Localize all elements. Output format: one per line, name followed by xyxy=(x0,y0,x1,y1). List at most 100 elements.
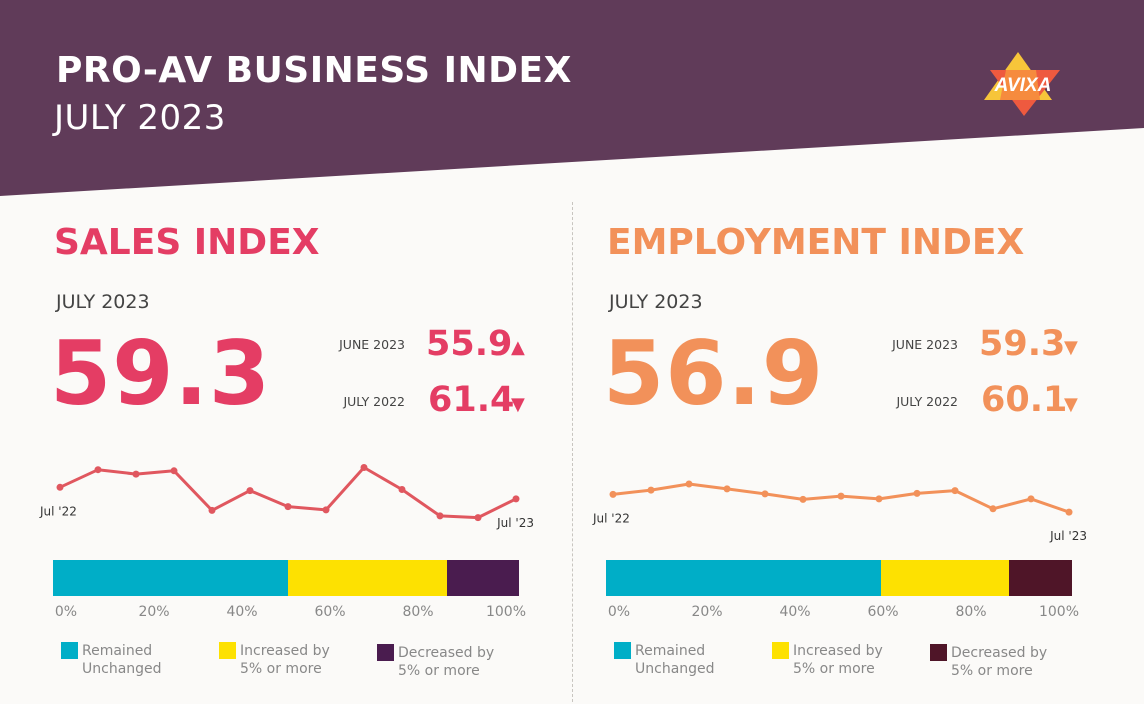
data-point xyxy=(951,487,959,495)
x-tick-label: Jul '22 xyxy=(592,511,630,525)
bar-segment xyxy=(446,560,519,596)
data-point xyxy=(512,495,520,503)
x-tick-label: 80% xyxy=(955,604,987,620)
legend-swatch xyxy=(219,642,236,659)
data-point xyxy=(723,485,731,493)
current-period-label: JULY 2023 xyxy=(56,291,150,313)
legend-swatch xyxy=(772,642,789,659)
legend-label: Remained Unchanged xyxy=(635,642,775,678)
comparison-label: JUNE 2023 xyxy=(892,337,958,352)
x-tick-label: 80% xyxy=(402,604,434,620)
x-tick-label: Jul '23 xyxy=(1049,529,1087,543)
logo-overlap xyxy=(1000,70,1040,100)
data-point xyxy=(322,506,330,514)
comparison-label: JUNE 2023 xyxy=(339,337,405,352)
x-tick-label: 20% xyxy=(138,604,170,620)
legend-label-line: Decreased by xyxy=(951,645,1048,661)
data-point xyxy=(799,495,807,503)
data-point xyxy=(989,505,997,513)
data-point xyxy=(284,503,292,511)
data-point xyxy=(94,466,102,474)
legend-label: Remained Unchanged xyxy=(82,642,222,678)
comparison-label: JULY 2022 xyxy=(343,394,405,409)
arrow-down-icon: ▼ xyxy=(511,394,525,415)
legend-label: Decreased by 5% or more xyxy=(951,644,1091,680)
comparison-value: 61.4 xyxy=(428,380,515,420)
banner-background xyxy=(0,0,1144,196)
legend-label: Increased by 5% or more xyxy=(793,642,933,678)
legend-swatch xyxy=(377,644,394,661)
comparison-value: 55.9 xyxy=(426,324,513,364)
data-point xyxy=(761,490,769,498)
data-point xyxy=(360,464,368,471)
sparkline-chart: Jul '22 Jul '23 xyxy=(39,464,534,530)
legend-swatch xyxy=(930,644,947,661)
data-point xyxy=(170,467,178,475)
employment-index-panel: EMPLOYMENT INDEX JULY 2023 56.9 JUNE 202… xyxy=(553,0,1125,704)
legend-label: Decreased by 5% or more xyxy=(398,644,538,680)
data-point xyxy=(875,495,883,503)
x-tick-label: 0% xyxy=(54,604,78,620)
x-tick-label: 0% xyxy=(607,604,631,620)
legend-label-line: 5% or more xyxy=(951,663,1033,679)
bar-segment xyxy=(1009,560,1072,596)
stacked-bar xyxy=(53,560,519,596)
data-point xyxy=(1065,508,1073,516)
x-tick-label: 60% xyxy=(314,604,346,620)
x-tick-label: 100% xyxy=(1038,604,1080,620)
legend-label-line: Decreased by xyxy=(398,645,495,661)
bar-segment xyxy=(53,560,289,596)
legend-label-line: Unchanged xyxy=(635,661,715,677)
bar-segment xyxy=(288,560,447,596)
legend-label-line: Increased by xyxy=(240,643,330,659)
legend-label-line: Unchanged xyxy=(82,661,162,677)
current-value: 59.3 xyxy=(50,322,272,425)
panel-title: EMPLOYMENT INDEX xyxy=(607,222,1025,263)
data-point xyxy=(398,486,406,493)
page-title: PRO-AV BUSINESS INDEX xyxy=(56,50,572,91)
data-point xyxy=(647,486,655,494)
panel-title: SALES INDEX xyxy=(54,222,320,263)
data-point xyxy=(837,492,845,500)
sparkline-chart: Jul '22 Jul '23 xyxy=(592,480,1087,543)
legend-swatch xyxy=(61,642,78,659)
x-tick-label: 100% xyxy=(485,604,527,620)
stacked-bar xyxy=(606,560,1072,596)
data-point xyxy=(436,512,444,520)
arrow-down-icon: ▼ xyxy=(1064,337,1078,358)
x-tick-label: Jul '23 xyxy=(496,516,534,530)
legend-label-line: 5% or more xyxy=(793,661,875,677)
bar-segment xyxy=(880,560,1010,596)
legend-label-line: Increased by xyxy=(793,643,883,659)
arrow-down-icon: ▼ xyxy=(1064,394,1078,415)
logo-wordmark: AVIXA xyxy=(994,75,1052,96)
current-value: 56.9 xyxy=(603,322,825,425)
data-point xyxy=(913,489,921,497)
legend-swatch xyxy=(614,642,631,659)
legend-label-line: 5% or more xyxy=(398,663,480,679)
x-tick-label: 40% xyxy=(779,604,811,620)
x-tick-label: 40% xyxy=(226,604,258,620)
panel-divider xyxy=(572,202,573,702)
bar-segment xyxy=(606,560,881,596)
x-tick-label: 60% xyxy=(867,604,899,620)
page-subtitle: JULY 2023 xyxy=(54,98,226,138)
legend-label-line: 5% or more xyxy=(240,661,322,677)
data-point xyxy=(246,487,254,495)
x-tick-label: 20% xyxy=(691,604,723,620)
data-point xyxy=(56,483,64,491)
legend-label: Increased by 5% or more xyxy=(240,642,380,678)
comparison-label: JULY 2022 xyxy=(896,394,958,409)
current-period-label: JULY 2023 xyxy=(609,291,703,313)
sales-index-panel: SALES INDEX JULY 2023 59.3 JUNE 2023 55.… xyxy=(39,222,538,680)
comparison-value: 59.3 xyxy=(979,324,1066,364)
data-point xyxy=(474,514,482,522)
avixa-logo: AVIXA xyxy=(984,52,1060,116)
legend-label-line: Remained xyxy=(82,643,153,659)
data-point xyxy=(132,470,140,478)
data-point xyxy=(208,506,216,514)
x-tick-label: Jul '22 xyxy=(39,504,77,518)
data-point xyxy=(609,490,617,498)
legend-label-line: Remained xyxy=(635,643,706,659)
